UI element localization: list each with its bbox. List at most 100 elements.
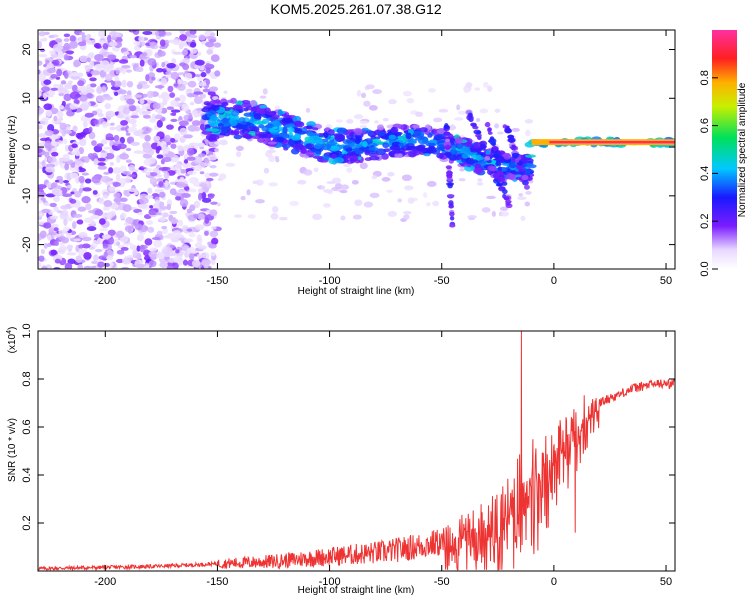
- spectrogram-cell: [105, 133, 114, 140]
- spectrogram-cell: [487, 85, 493, 92]
- spectrogram-cell: [122, 107, 131, 115]
- spectrogram-y-tick-label: -20: [21, 237, 33, 253]
- spectrogram-cell: [271, 205, 279, 213]
- spectrogram-cell: [371, 174, 378, 180]
- spectrogram-cell: [92, 190, 98, 195]
- spectrogram-cell: [151, 113, 156, 122]
- spectrogram-cell: [435, 134, 444, 140]
- spectrogram-cell: [103, 199, 113, 207]
- spectrogram-x-tick-label: -200: [94, 275, 116, 287]
- spectrogram-cell: [159, 39, 166, 47]
- spectrogram-cell: [170, 235, 180, 243]
- spectrogram-x-tick-label: -50: [434, 275, 450, 287]
- spectrogram-cell: [64, 262, 73, 269]
- spectrogram-cell: [50, 74, 58, 79]
- spectrogram-cell: [41, 208, 51, 214]
- spectrogram-cell: [71, 221, 77, 230]
- spectrogram-cell: [158, 181, 164, 187]
- spectrogram-cell: [170, 137, 176, 143]
- spectrogram-cell: [443, 125, 451, 130]
- spectrogram-cell: [112, 167, 122, 174]
- spectrogram-cell: [196, 234, 202, 242]
- spectrogram-cell: [108, 41, 118, 47]
- spectrogram-cell: [243, 112, 254, 117]
- spectrogram-cell: [465, 82, 473, 88]
- spectrogram-cell: [295, 128, 301, 132]
- spectrogram-cell: [154, 114, 163, 120]
- spectrogram-cell: [136, 234, 144, 242]
- spectrogram-cell: [477, 178, 483, 182]
- spectrogram-cell: [62, 129, 73, 135]
- spectrogram-cell: [110, 210, 116, 217]
- spectrogram-cell: [210, 226, 217, 230]
- spectrogram-cell: [464, 137, 473, 145]
- spectrogram-cell: [93, 119, 100, 125]
- spectrogram-cell: [146, 220, 154, 225]
- spectrogram-cell: [518, 171, 525, 175]
- spectrogram-cell: [154, 212, 162, 216]
- spectrogram-cell: [70, 191, 75, 195]
- spectrogram-cell: [58, 105, 65, 110]
- spectrogram-cell: [71, 143, 78, 149]
- spectrogram-cell: [84, 65, 91, 72]
- spectrogram-cell: [148, 260, 157, 268]
- spectrogram-x-tick-label: 0: [551, 275, 557, 287]
- spectrogram-cell: [90, 39, 96, 45]
- spectrogram-cell: [164, 180, 169, 188]
- snr-panel: -200 -150 -100 -50 0 50 0.2 0.4 0.6 0.8 1.0 Heigh…: [6, 323, 676, 596]
- spectrogram-cell: [126, 136, 135, 144]
- spectrogram-cell: [479, 108, 489, 114]
- spectrogram-cell: [130, 141, 140, 146]
- spectrogram-cell: [240, 120, 247, 125]
- spectrogram-cell: [210, 252, 216, 257]
- spectrogram-cell: [97, 261, 105, 268]
- spectrogram-cell: [149, 247, 158, 252]
- spectrogram-cell: [182, 57, 190, 64]
- spectrogram-cell: [122, 257, 131, 265]
- spectrogram-cell: [514, 158, 520, 163]
- spectrogram-cell: [119, 153, 130, 160]
- spectrogram-cell: [253, 113, 262, 120]
- spectrogram-cell: [309, 135, 321, 141]
- spectrogram-y-tick-label: 10: [21, 92, 33, 104]
- spectrogram-cell: [194, 242, 203, 249]
- spectrogram-cell: [163, 171, 170, 179]
- spectrogram-cell: [284, 123, 296, 129]
- spectrogram-cell: [356, 89, 362, 97]
- spectrogram-cell: [83, 265, 93, 269]
- spectrogram-cell: [56, 118, 62, 124]
- spectrogram-cell: [334, 134, 346, 142]
- spectrogram-cell: [366, 129, 372, 134]
- spectrogram-cell: [268, 182, 278, 187]
- spectrogram-cell: [102, 42, 109, 50]
- spectrogram-cell: [155, 251, 164, 259]
- spectrogram-cell: [187, 147, 195, 156]
- spectrogram-cell: [148, 157, 156, 164]
- spectrogram-cell: [234, 214, 242, 218]
- spectrogram-cell: [79, 31, 86, 36]
- spectrogram-cell: [69, 91, 80, 100]
- colorbar-tick-label: 0.4: [699, 166, 711, 181]
- spectrogram-cell: [51, 53, 58, 59]
- spectrogram-cell: [491, 211, 496, 217]
- spectrogram-cell: [368, 156, 380, 161]
- spectrogram-cell: [55, 38, 63, 43]
- spectrogram-cell: [449, 215, 455, 221]
- spectrogram-cell: [408, 150, 417, 158]
- spectrogram-cell: [125, 132, 131, 136]
- spectrogram-cell: [221, 101, 229, 107]
- spectrogram-x-label: Height of straight line (km): [298, 286, 415, 297]
- snr-scale-label: (x10: [7, 333, 18, 353]
- spectrogram-cell: [171, 58, 177, 64]
- spectrogram-cell: [209, 172, 219, 177]
- spectrogram-cell: [313, 167, 319, 173]
- spectrogram-cell: [112, 182, 121, 187]
- spectrogram-cell: [46, 182, 53, 189]
- spectrogram-cell: [89, 77, 97, 82]
- spectrogram-cell: [179, 169, 187, 174]
- spectrogram-cell: [110, 80, 116, 87]
- spectrogram-cell: [89, 60, 95, 69]
- spectrogram-cell: [104, 152, 115, 160]
- spectrogram-cell: [214, 148, 220, 153]
